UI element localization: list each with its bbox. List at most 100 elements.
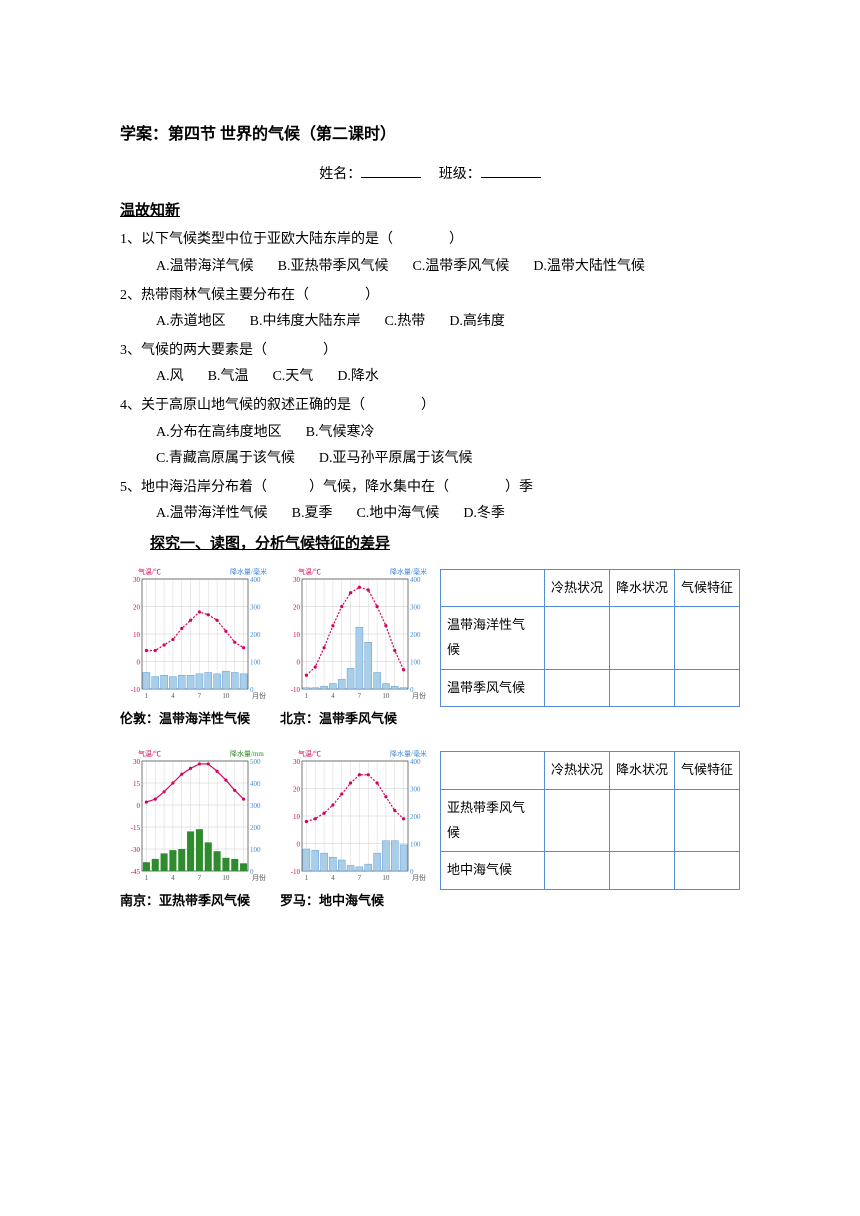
svg-text:-10: -10 <box>131 686 141 694</box>
svg-text:500: 500 <box>250 758 261 766</box>
t2-c12[interactable] <box>609 789 674 851</box>
q5-text: 5、地中海沿岸分布着（ ）气候，降水集中在（ ）季 <box>120 475 740 502</box>
london-caption: 伦敦：温带海洋性气候 <box>120 707 270 732</box>
q5-c: C.地中海气候 <box>356 501 439 528</box>
svg-text:月份: 月份 <box>252 873 266 882</box>
svg-text:400: 400 <box>250 780 261 788</box>
svg-text:1: 1 <box>145 874 149 882</box>
svg-text:100: 100 <box>250 658 261 666</box>
svg-text:7: 7 <box>358 692 362 700</box>
svg-text:1: 1 <box>145 692 149 700</box>
q2-b: B.中纬度大陆东岸 <box>250 309 361 336</box>
q2-opts: A.赤道地区 B.中纬度大陆东岸 C.热带 D.高纬度 <box>120 309 740 336</box>
t1-c22[interactable] <box>609 669 674 707</box>
class-blank[interactable] <box>481 164 541 178</box>
svg-text:30: 30 <box>133 758 141 766</box>
q3-d: D.降水 <box>337 364 379 391</box>
svg-text:降水量/mm: 降水量/mm <box>230 749 264 758</box>
explore-heading: 探究一、读图，分析气候特征的差异 <box>150 530 740 559</box>
svg-text:200: 200 <box>410 631 421 639</box>
svg-text:降水量/毫米: 降水量/毫米 <box>390 749 427 758</box>
nanjing-caption: 南京：亚热带季风气候 <box>120 889 270 914</box>
svg-text:400: 400 <box>410 576 421 584</box>
svg-text:300: 300 <box>410 603 421 611</box>
svg-text:10: 10 <box>222 874 230 882</box>
svg-text:400: 400 <box>410 758 421 766</box>
svg-text:7: 7 <box>358 874 362 882</box>
svg-text:0: 0 <box>297 658 301 666</box>
svg-text:10: 10 <box>293 631 301 639</box>
q5-opts: A.温带海洋性气候 B.夏季 C.地中海气候 D.冬季 <box>120 501 740 528</box>
t1-c13[interactable] <box>674 607 739 669</box>
q5-d: D.冬季 <box>463 501 505 528</box>
nanjing-chart: -45-30-15015300100200300400500气温/℃降水量/mm… <box>120 747 270 887</box>
q1-text: 1、以下气候类型中位于亚欧大陆东岸的是（ ） <box>120 227 740 254</box>
t1-h2: 降水状况 <box>609 569 674 607</box>
svg-text:400: 400 <box>250 576 261 584</box>
t2-c22[interactable] <box>609 852 674 890</box>
q1-c: C.温带季风气候 <box>412 254 509 281</box>
svg-text:200: 200 <box>250 824 261 832</box>
q2-a: A.赤道地区 <box>156 309 226 336</box>
t1-h1: 冷热状况 <box>544 569 609 607</box>
svg-text:降水量/毫米: 降水量/毫米 <box>390 567 427 576</box>
svg-text:月份: 月份 <box>252 691 266 700</box>
t1-r2: 温带季风气候 <box>441 669 545 707</box>
q5-a: A.温带海洋性气候 <box>156 501 268 528</box>
svg-text:30: 30 <box>293 576 301 584</box>
t2-c21[interactable] <box>544 852 609 890</box>
svg-text:7: 7 <box>198 874 202 882</box>
t2-r2: 地中海气候 <box>441 852 545 890</box>
t1-c11[interactable] <box>544 607 609 669</box>
q4-c: C.青藏高原属于该气候 <box>156 446 295 473</box>
t2-c13[interactable] <box>674 789 739 851</box>
q4-d: D.亚马孙平原属于该气候 <box>319 446 473 473</box>
svg-text:降水量/毫米: 降水量/毫米 <box>230 567 267 576</box>
name-label: 姓名： <box>319 167 361 182</box>
q4-b: B.气候寒冷 <box>306 420 375 447</box>
t1-c21[interactable] <box>544 669 609 707</box>
t2-c11[interactable] <box>544 789 609 851</box>
q4-opts: A.分布在高纬度地区 B.气候寒冷 <box>120 420 740 447</box>
svg-text:0: 0 <box>297 841 301 849</box>
charts-row-2: -45-30-15015300100200300400500气温/℃降水量/mm… <box>120 747 740 914</box>
svg-text:1: 1 <box>305 874 309 882</box>
q4-a: A.分布在高纬度地区 <box>156 420 282 447</box>
svg-text:气温/℃: 气温/℃ <box>138 567 161 576</box>
svg-text:300: 300 <box>250 802 261 810</box>
svg-text:20: 20 <box>133 603 141 611</box>
svg-text:30: 30 <box>293 758 301 766</box>
london-chart: -1001020300100200300400气温/℃降水量/毫米14710月份 <box>120 565 270 705</box>
t1-r1: 温带海洋性气候 <box>441 607 545 669</box>
svg-text:10: 10 <box>133 631 141 639</box>
svg-text:20: 20 <box>293 603 301 611</box>
svg-text:气温/℃: 气温/℃ <box>298 749 321 758</box>
q3-c: C.天气 <box>272 364 313 391</box>
rome-chart: -1001020300100200300400气温/℃降水量/毫米14710月份 <box>280 747 430 887</box>
svg-text:10: 10 <box>293 813 301 821</box>
beijing-caption: 北京：温带季风气候 <box>280 707 430 732</box>
t1-c23[interactable] <box>674 669 739 707</box>
q4-opts2: C.青藏高原属于该气候 D.亚马孙平原属于该气候 <box>120 446 740 473</box>
svg-text:气温/℃: 气温/℃ <box>298 567 321 576</box>
t1-c12[interactable] <box>609 607 674 669</box>
svg-text:300: 300 <box>410 786 421 794</box>
beijing-chart: -1001020300100200300400气温/℃降水量/毫米14710月份 <box>280 565 430 705</box>
q5-b: B.夏季 <box>292 501 333 528</box>
q4-text: 4、关于高原山地气候的叙述正确的是（ ） <box>120 393 740 420</box>
svg-text:300: 300 <box>250 603 261 611</box>
svg-text:200: 200 <box>250 631 261 639</box>
rome-caption: 罗马：地中海气候 <box>280 889 430 914</box>
name-blank[interactable] <box>361 164 421 178</box>
svg-text:-10: -10 <box>291 686 301 694</box>
svg-text:-15: -15 <box>131 824 141 832</box>
q3-b: B.气温 <box>208 364 249 391</box>
t2-h1: 冷热状况 <box>544 752 609 790</box>
svg-text:气温/℃: 气温/℃ <box>138 749 161 758</box>
t2-r1: 亚热带季风气候 <box>441 789 545 851</box>
t2-c23[interactable] <box>674 852 739 890</box>
q2-d: D.高纬度 <box>449 309 505 336</box>
svg-text:-30: -30 <box>131 846 141 854</box>
svg-text:-10: -10 <box>291 868 301 876</box>
q1-d: D.温带大陆性气候 <box>533 254 645 281</box>
